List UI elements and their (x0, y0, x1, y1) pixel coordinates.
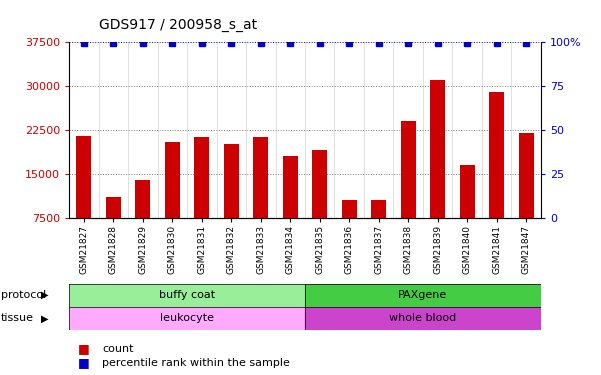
Bar (69, 284, 305, 307)
Bar (519, 133, 534, 262)
Bar (69, 307, 305, 330)
Text: ▶: ▶ (41, 314, 48, 323)
Bar (76, 136, 91, 262)
Text: buffy coat: buffy coat (159, 290, 215, 300)
Bar (430, 80, 445, 262)
Text: PAXgene: PAXgene (398, 290, 448, 300)
Text: percentile rank within the sample: percentile rank within the sample (102, 358, 290, 368)
Text: protocol: protocol (1, 290, 46, 300)
Bar (342, 200, 356, 262)
Bar (106, 197, 121, 262)
Text: tissue: tissue (1, 314, 34, 323)
Bar (313, 150, 327, 262)
Text: ■: ■ (78, 342, 90, 355)
Text: whole blood: whole blood (389, 314, 457, 323)
Bar (254, 137, 268, 262)
Bar (224, 144, 239, 262)
Bar (489, 92, 504, 262)
Bar (305, 307, 541, 330)
Text: leukocyte: leukocyte (160, 314, 214, 323)
Text: GDS917 / 200958_s_at: GDS917 / 200958_s_at (99, 18, 257, 32)
Text: ■: ■ (78, 356, 90, 369)
Bar (401, 121, 415, 262)
Bar (283, 156, 297, 262)
Bar (135, 180, 150, 262)
Text: ▶: ▶ (41, 290, 48, 300)
Bar (165, 141, 180, 262)
Bar (195, 137, 209, 262)
Bar (371, 200, 386, 262)
Bar (460, 165, 475, 262)
Text: count: count (102, 344, 133, 354)
Bar (305, 284, 541, 307)
